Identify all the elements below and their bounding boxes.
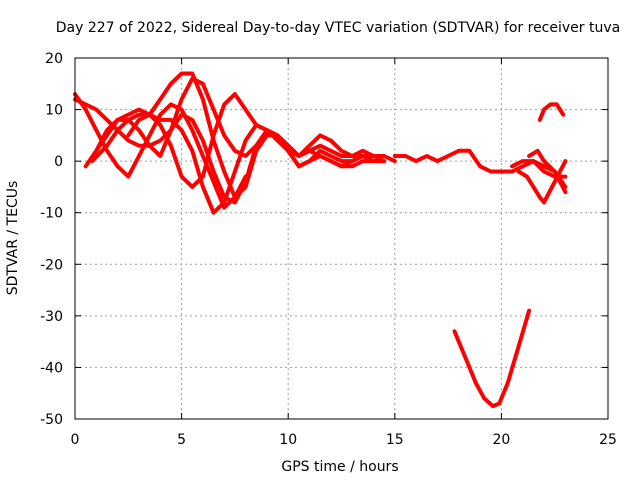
- y-tick-label: -30: [40, 309, 63, 325]
- y-tick-label: -50: [40, 412, 63, 428]
- y-tick-label: -10: [40, 206, 63, 222]
- x-tick-label: 25: [599, 432, 617, 448]
- y-tick-label: 20: [45, 51, 63, 67]
- y-tick-label: 10: [45, 103, 63, 119]
- series-line-11: [537, 102, 566, 122]
- plot-frame: [74, 57, 609, 420]
- axis-ticks: 0 5 10 15 20 25 -50 -40 -30 -20 -10 0 10 20: [40, 51, 617, 448]
- series-line-10: [527, 148, 568, 195]
- data-series: [73, 71, 568, 409]
- series-line-9: [516, 159, 568, 205]
- x-tick-label: 5: [177, 432, 186, 448]
- y-axis-label: SDTVAR / TECUs: [5, 181, 21, 296]
- series-line-12: [452, 308, 532, 409]
- series-line-6: [126, 112, 387, 215]
- x-tick-label: 20: [492, 432, 510, 448]
- series-line-2: [73, 97, 387, 205]
- y-tick-label: -20: [40, 257, 63, 273]
- series-line-3: [90, 71, 376, 200]
- y-tick-label: 0: [54, 154, 63, 170]
- x-tick-label: 0: [71, 432, 80, 448]
- chart-title: Day 227 of 2022, Sidereal Day-to-day VTE…: [56, 20, 620, 36]
- x-axis-label: GPS time / hours: [281, 459, 398, 475]
- x-tick-label: 10: [279, 432, 297, 448]
- y-tick-label: -40: [40, 360, 63, 376]
- series-line-4: [83, 92, 387, 189]
- x-tick-label: 15: [386, 432, 404, 448]
